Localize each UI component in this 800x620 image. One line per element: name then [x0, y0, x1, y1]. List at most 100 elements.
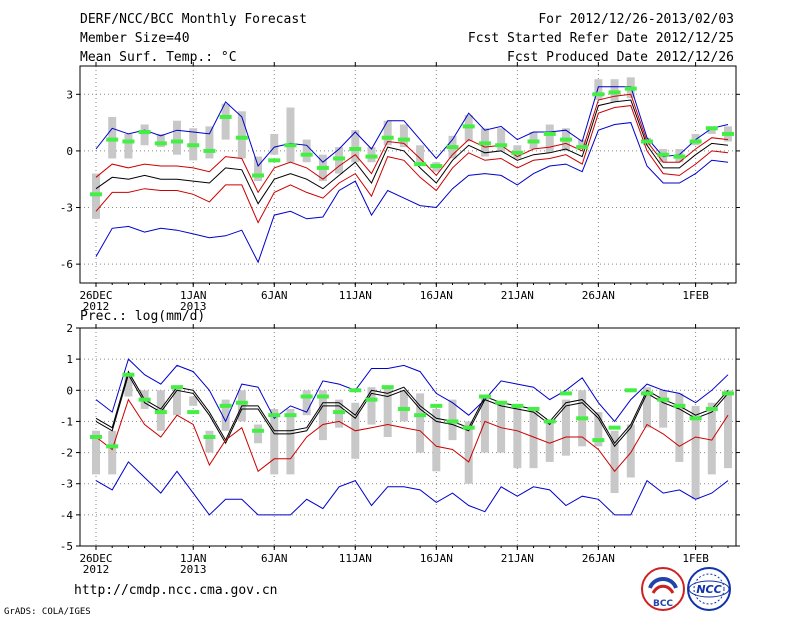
- ensemble-mean-mark: [543, 419, 556, 424]
- series-lower-line: [95, 398, 729, 473]
- ensemble-mean-mark: [252, 428, 265, 433]
- ensemble-mean-mark: [154, 410, 167, 415]
- ensemble-mean-mark: [397, 406, 410, 411]
- spread-box: [140, 124, 149, 146]
- x-tick-label: 1JAN: [180, 289, 207, 302]
- x-tick-label: 11JAN: [339, 552, 372, 565]
- ensemble-mean-mark: [478, 141, 491, 146]
- y-tick-label: -2: [60, 447, 73, 460]
- x-tick-label: 26JAN: [582, 289, 615, 302]
- spread-box: [124, 374, 133, 397]
- ensemble-mean-mark: [171, 385, 184, 390]
- ncc-logo: NCC: [687, 567, 731, 611]
- ensemble-mean-mark: [381, 135, 394, 140]
- ensemble-mean-mark: [268, 158, 281, 163]
- variable-label: Mean Surf. Temp.: °C: [80, 50, 237, 65]
- y-tick-label: 3: [66, 88, 73, 101]
- ensemble-mean-mark: [624, 86, 637, 91]
- x-tick-label: 26JAN: [582, 552, 615, 565]
- ensemble-mean-mark: [608, 425, 621, 430]
- ensemble-mean-mark: [252, 173, 265, 178]
- ensemble-mean-mark: [284, 413, 297, 418]
- ensemble-mean-mark: [187, 143, 200, 148]
- spread-box: [173, 387, 182, 416]
- x-tick-label: 26DEC: [79, 289, 112, 302]
- fcst-started-date: Fcst Started Refer Date 2012/12/25: [467, 31, 734, 46]
- ensemble-mean-mark: [90, 192, 102, 197]
- spread-box: [610, 430, 619, 494]
- spread-box: [156, 133, 165, 148]
- ensemble-mean-mark: [462, 124, 475, 129]
- spread-box: [205, 430, 214, 453]
- series-upper-line: [95, 93, 729, 194]
- spread-box: [594, 79, 603, 100]
- member-size: Member Size=40: [80, 31, 190, 46]
- ensemble-mean-mark: [365, 154, 378, 159]
- ensemble-mean-mark: [349, 388, 362, 393]
- grads-credit: GrADS: COLA/IGES: [4, 607, 91, 617]
- x-tick-label: 21JAN: [501, 289, 534, 302]
- spread-box: [108, 430, 117, 475]
- ensemble-mean-mark: [106, 137, 119, 142]
- spread-box: [545, 421, 554, 462]
- spread-box: [318, 390, 327, 441]
- series-min-line: [95, 461, 729, 516]
- spread-box: [707, 402, 716, 475]
- spread-box: [270, 133, 279, 155]
- ensemble-mean-mark: [559, 391, 572, 396]
- ensemble-mean-mark: [122, 372, 135, 377]
- y-tick-label: -4: [60, 509, 74, 522]
- source-url: http://cmdp.ncc.cma.gov.cn: [74, 583, 278, 598]
- spread-box: [675, 393, 684, 462]
- ensemble-mean-mark: [527, 406, 540, 411]
- x-tick-year-label: 2013: [180, 563, 207, 576]
- x-tick-label: 11JAN: [339, 289, 372, 302]
- x-tick-label: 1FEB: [682, 552, 709, 565]
- y-tick-label: -5: [60, 540, 73, 553]
- ensemble-mean-mark: [640, 139, 653, 144]
- spread-box: [416, 145, 425, 163]
- spread-box: [302, 390, 311, 416]
- spread-box: [529, 408, 538, 469]
- y-tick-label: -6: [60, 258, 73, 271]
- spread-box: [286, 107, 295, 163]
- x-tick-label: 1JAN: [180, 552, 207, 565]
- ensemble-mean-mark: [154, 141, 167, 146]
- ensemble-mean-mark: [106, 444, 119, 449]
- ensemble-mean-mark: [235, 135, 248, 140]
- bcc-logo: BCC: [641, 567, 685, 611]
- series-lower-line: [95, 105, 729, 224]
- spread-box: [92, 430, 100, 475]
- ensemble-mean-mark: [333, 410, 346, 415]
- spread-box: [480, 396, 489, 453]
- ensemble-mean-mark: [300, 152, 313, 157]
- series-min-line: [95, 122, 729, 264]
- ensemble-mean-mark: [138, 130, 151, 135]
- spread-box: [221, 399, 230, 431]
- x-tick-label: 6JAN: [261, 289, 288, 302]
- spread-box: [497, 128, 506, 151]
- ensemble-mean-mark: [203, 148, 216, 153]
- x-tick-label: 16JAN: [420, 552, 453, 565]
- ensemble-mean-mark: [414, 413, 427, 418]
- svg-text:NCC: NCC: [696, 583, 721, 596]
- ensemble-mean-mark: [446, 145, 459, 150]
- ensemble-mean-mark: [397, 137, 410, 142]
- ensemble-mean-mark: [624, 388, 637, 393]
- ensemble-mean-mark: [316, 394, 329, 399]
- x-tick-year-label: 2013: [180, 300, 207, 313]
- ensemble-mean-mark: [333, 156, 346, 161]
- ensemble-mean-mark: [430, 403, 443, 408]
- ensemble-mean-mark: [657, 152, 670, 157]
- ensemble-mean-mark: [122, 139, 135, 144]
- spread-box: [626, 424, 635, 478]
- y-tick-label: -3: [60, 478, 73, 491]
- ensemble-mean-mark: [722, 391, 734, 396]
- spread-box: [254, 424, 263, 444]
- spread-box: [270, 408, 279, 475]
- spread-box: [691, 405, 700, 500]
- precip-label: Prec.: log(mm/d): [80, 309, 206, 324]
